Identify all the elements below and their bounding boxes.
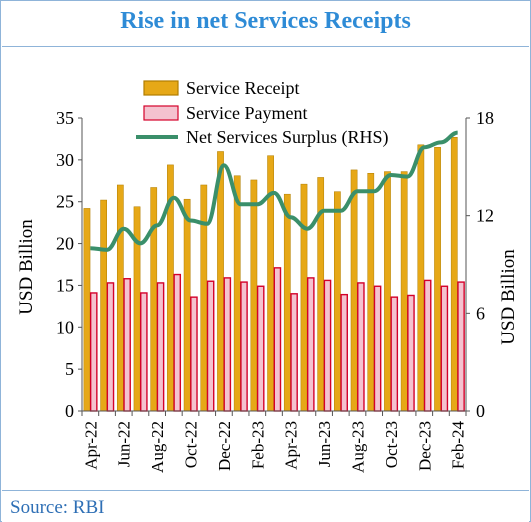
left-tick-label: 0 [65, 401, 74, 421]
service-payment-bar [123, 278, 131, 412]
x-tick-label: Apr-22 [81, 421, 100, 470]
source-note: Source: RBI [10, 497, 105, 518]
service-receipt-bar [200, 184, 208, 412]
service-receipt-bar [434, 147, 441, 412]
service-receipt-bar [400, 171, 408, 412]
surplus-line-layer [90, 130, 458, 252]
x-tick-label: Dec-22 [215, 421, 234, 471]
service-payment-bar [306, 277, 315, 412]
x-tick-label: Dec-23 [415, 421, 434, 471]
right-axis: 0 6 12 18 [465, 108, 494, 421]
left-tick-label: 15 [56, 275, 74, 295]
x-axis: Apr-22 Jun-22 Aug-22 Oct-22 Dec-22 Feb-23 Apr-… [81, 410, 468, 473]
service-receipt-bar [83, 208, 91, 412]
legend-label: Service Receipt [186, 78, 299, 98]
x-tick-label: Oct-22 [182, 421, 201, 468]
chart-svg: 0 5 10 15 20 25 30 35 0 6 12 18 Apr-22 Jun-22 Aug-22… [16, 78, 519, 473]
right-tick-label: 0 [476, 401, 485, 421]
y-axis-label-right: USD Billion [498, 249, 519, 345]
service-receipt-bar [350, 169, 358, 412]
x-tick-label: Jun-22 [115, 421, 134, 467]
service-receipt-bar [183, 198, 191, 412]
x-tick-label: Oct-23 [382, 421, 401, 468]
service-receipt-bar [300, 183, 308, 412]
service-receipt-bar [116, 184, 124, 412]
service-payment-bar [106, 282, 115, 412]
service-payment-bar [457, 281, 465, 412]
service-payment-bar [240, 281, 248, 412]
left-tick-label: 10 [56, 317, 74, 337]
service-receipt-bar [250, 179, 258, 412]
bars-layer [83, 137, 465, 412]
legend: Service Receipt Service Payment Net Servic… [136, 78, 388, 148]
service-receipt-bar [283, 193, 291, 412]
left-tick-label: 30 [56, 150, 74, 170]
service-payment-bar [156, 282, 165, 412]
service-receipt-bar [217, 151, 224, 412]
legend-swatch [143, 105, 179, 121]
x-tick-label: Feb-23 [248, 421, 267, 469]
service-payment-bar [273, 267, 282, 412]
legend-label: Service Payment [186, 103, 307, 123]
left-tick-label: 20 [56, 234, 74, 254]
service-payment-bar [390, 296, 399, 412]
service-receipt-bar [150, 187, 158, 412]
service-receipt-bar [384, 171, 391, 412]
service-receipt-bar [367, 173, 375, 412]
service-payment-bar [373, 285, 382, 412]
x-tick-label: Jun-23 [315, 421, 334, 467]
right-tick-label: 12 [476, 206, 494, 226]
y-axis-label-left: USD Billion [16, 219, 37, 315]
right-tick-label: 18 [476, 108, 494, 128]
right-tick-label: 6 [476, 303, 485, 323]
legend-label: Net Services Surplus (RHS) [186, 127, 388, 148]
x-tick-label: Apr-23 [282, 421, 301, 470]
left-tick-label: 35 [56, 108, 74, 128]
service-payment-bar [340, 293, 348, 412]
title-band: Rise in net Services Receipts [2, 2, 529, 47]
service-receipt-bar [233, 175, 241, 412]
source-band: Source: RBI [2, 490, 529, 522]
chart-title: Rise in net Services Receipts [120, 8, 411, 34]
service-receipt-bar [417, 144, 425, 412]
service-payment-bar [440, 285, 449, 412]
x-tick-label: Aug-23 [348, 421, 367, 473]
service-payment-bar [190, 296, 198, 412]
service-receipt-bar [100, 199, 107, 412]
service-payment-bar [423, 279, 432, 412]
left-tick-label: 5 [65, 359, 74, 379]
service-payment-bar [89, 292, 98, 412]
service-payment-bar [206, 280, 215, 412]
left-tick-label: 25 [56, 192, 74, 212]
service-receipt-bar [334, 191, 341, 412]
x-tick-label: Feb-24 [449, 421, 468, 470]
x-tick-label: Aug-22 [148, 421, 167, 473]
service-payment-bar [140, 292, 148, 412]
service-payment-bar [407, 294, 415, 412]
service-payment-bar [357, 282, 365, 412]
service-payment-bar [290, 293, 298, 412]
service-payment-bar [256, 285, 265, 412]
service-receipt-bar [450, 137, 458, 412]
service-payment-bar [223, 277, 232, 412]
service-payment-bar [323, 279, 332, 412]
left-axis: 0 5 10 15 20 25 30 35 [56, 108, 83, 421]
service-payment-bar [173, 273, 182, 412]
legend-swatch [143, 80, 179, 96]
